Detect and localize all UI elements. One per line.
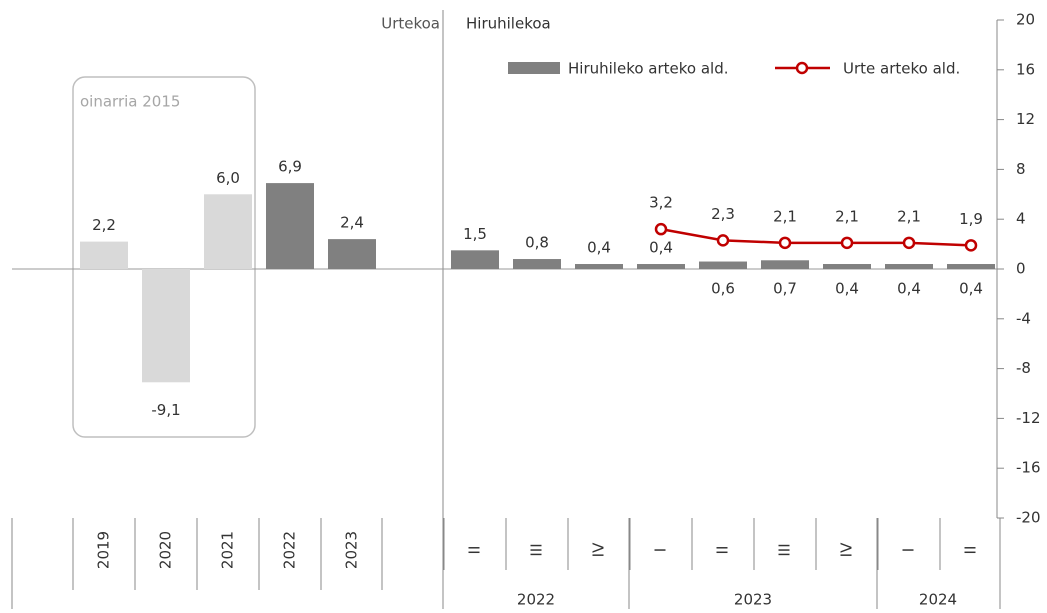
x-tick-label: 2021 — [219, 531, 237, 569]
legend-label: Urte arteko ald. — [843, 60, 960, 78]
bar — [885, 264, 933, 269]
y-tick-label: 8 — [1016, 160, 1026, 178]
line-point — [964, 239, 978, 252]
bar-label: -9,1 — [151, 401, 180, 419]
legend-swatch — [508, 62, 560, 74]
x-tick-label: 2020 — [157, 531, 175, 569]
bar-label: 0,4 — [649, 239, 673, 257]
line-point — [778, 236, 792, 250]
group-label: 2023 — [734, 591, 772, 609]
x-tick-label: I — [900, 548, 918, 552]
group-label: 2024 — [919, 591, 957, 609]
bar-label: 6,0 — [216, 169, 240, 187]
legend-label: Hiruhileko arteko ald. — [568, 60, 729, 78]
bar — [699, 261, 747, 269]
line-point — [716, 234, 730, 247]
x-tick-label: IV — [590, 542, 608, 557]
bar-label: 6,9 — [278, 158, 302, 176]
x-tick-label: II — [714, 546, 732, 555]
y-tick-label: 12 — [1016, 110, 1035, 128]
y-tick-label: 16 — [1016, 60, 1035, 78]
bar-label: 2,2 — [92, 216, 116, 234]
bar — [451, 250, 499, 269]
x-tick-label: 2022 — [281, 531, 299, 569]
x-tick-label: I — [652, 548, 670, 552]
bar — [823, 264, 871, 269]
y-tick-label: 20 — [1016, 11, 1035, 29]
y-tick-label: -12 — [1016, 409, 1041, 427]
bar-label: 0,4 — [959, 280, 983, 298]
line-label: 1,9 — [959, 210, 983, 228]
line — [660, 227, 972, 247]
line-label: 3,2 — [649, 194, 673, 212]
legend-point — [795, 61, 809, 75]
base-label: oinarria 2015 — [80, 93, 180, 111]
bar — [761, 260, 809, 269]
bar-label: 0,7 — [773, 280, 797, 298]
x-tick-label: II — [962, 546, 980, 555]
y-tick-label: 0 — [1016, 260, 1026, 278]
line-label: 2,1 — [835, 207, 859, 225]
bar — [266, 183, 314, 269]
bar — [947, 264, 995, 269]
line-label: 2,1 — [897, 207, 921, 225]
bar — [575, 264, 623, 269]
group-label: 2022 — [517, 591, 555, 609]
base-box — [72, 76, 256, 438]
bar-label: 1,5 — [463, 225, 487, 243]
quarterly-label: Hiruhilekoa — [466, 15, 551, 33]
bar — [637, 264, 685, 269]
bar — [513, 259, 561, 269]
line-point — [840, 236, 854, 250]
y-tick-label: -20 — [1016, 509, 1041, 527]
bar-label: 0,6 — [711, 280, 735, 298]
line-point — [902, 236, 916, 250]
line-label: 2,1 — [773, 207, 797, 225]
bar — [204, 194, 252, 269]
bar-label: 2,4 — [340, 214, 364, 232]
bar-label: 0,8 — [525, 234, 549, 252]
x-tick-label: 2023 — [343, 531, 361, 569]
line-point — [654, 222, 668, 236]
bar — [328, 239, 376, 269]
x-tick-label: II — [466, 546, 484, 555]
x-tick-label: IV — [838, 542, 856, 557]
bar — [80, 241, 128, 269]
x-tick-label: III — [528, 543, 546, 556]
y-tick-label: -4 — [1016, 309, 1031, 327]
y-tick-label: -8 — [1016, 359, 1031, 377]
annual-label: Urtekoa — [381, 15, 440, 33]
x-tick-label: III — [776, 543, 794, 556]
y-tick-label: 4 — [1016, 210, 1026, 228]
bar-label: 0,4 — [897, 280, 921, 298]
bar-label: 0,4 — [587, 239, 611, 257]
bar — [142, 269, 190, 383]
x-tick-label: 2019 — [95, 531, 113, 569]
bar-label: 0,4 — [835, 280, 859, 298]
y-tick-label: -16 — [1016, 459, 1041, 477]
line-label: 2,3 — [711, 205, 735, 223]
